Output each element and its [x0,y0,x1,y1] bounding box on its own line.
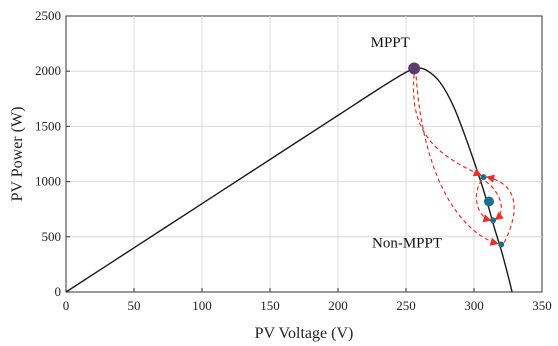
y-tick-label: 1000 [35,174,61,189]
x-tick-label: 50 [128,298,141,313]
non-mppt-point [490,217,496,223]
non-mppt-point [498,242,504,248]
y-tick-label: 2000 [35,63,61,78]
y-tick-label: 1500 [35,118,61,133]
x-tick-label: 250 [396,298,416,313]
y-tick-label: 2500 [35,8,61,23]
x-tick-label: 300 [464,298,484,313]
y-tick-label: 500 [42,229,62,244]
mppt-point [408,62,420,74]
x-axis-title: PV Voltage (V) [255,325,354,342]
annotation-label: Non-MPPT [372,235,442,251]
annotation-label: MPPT [371,35,410,51]
non-mppt-point [481,174,487,180]
x-tick-label: 0 [63,298,70,313]
y-axis-title: PV Power (W) [9,107,26,202]
x-tick-label: 350 [532,298,552,313]
x-tick-label: 150 [260,298,280,313]
non-mppt-point [484,196,494,206]
x-tick-label: 200 [328,298,348,313]
y-tick-label: 0 [55,284,62,299]
x-tick-label: 100 [192,298,212,313]
plot-area [66,16,542,292]
